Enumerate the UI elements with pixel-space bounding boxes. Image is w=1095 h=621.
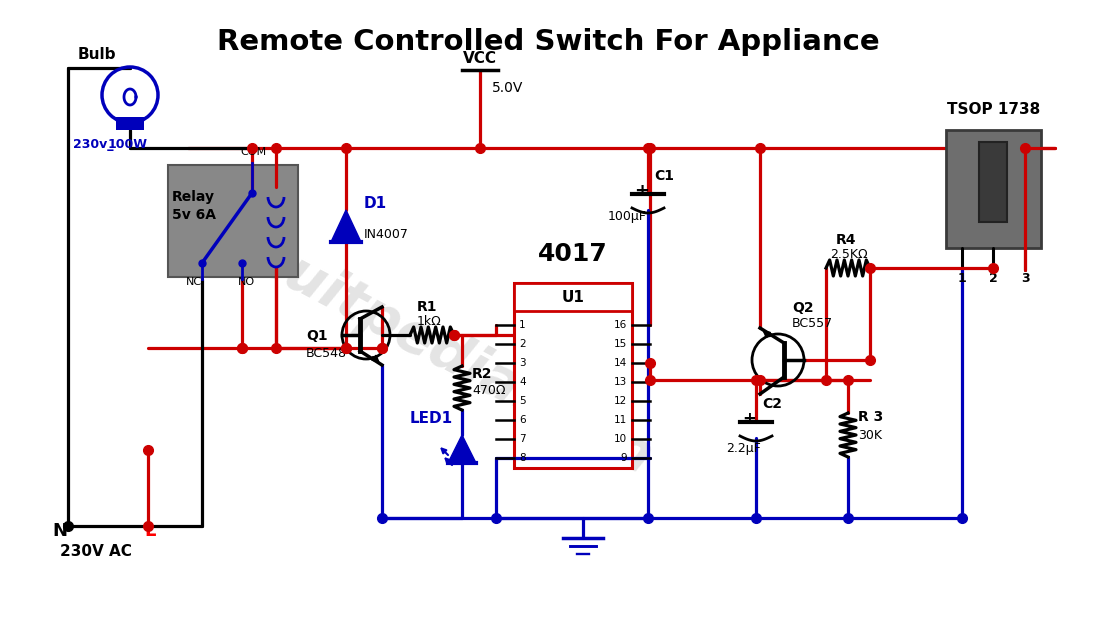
Text: Bulb: Bulb (78, 47, 116, 62)
Text: 13: 13 (614, 377, 627, 387)
Text: +: + (742, 410, 756, 428)
Text: 9: 9 (621, 453, 627, 463)
Text: 4017: 4017 (538, 242, 608, 266)
Text: 4: 4 (519, 377, 526, 387)
Text: 230V AC: 230V AC (60, 544, 131, 559)
Text: 30K: 30K (858, 429, 881, 442)
Text: 5v 6A: 5v 6A (172, 208, 216, 222)
Text: 2: 2 (519, 339, 526, 349)
Polygon shape (448, 435, 476, 463)
Polygon shape (331, 210, 361, 242)
Text: TSOP 1738: TSOP 1738 (947, 102, 1040, 117)
Text: 12: 12 (614, 396, 627, 406)
Text: R 3: R 3 (858, 410, 884, 424)
Text: R4: R4 (835, 233, 856, 247)
Text: Relay: Relay (172, 190, 215, 204)
Text: IN4007: IN4007 (364, 228, 408, 241)
Text: 3: 3 (1021, 272, 1029, 285)
Bar (116, 117, 145, 130)
Bar (514, 283, 632, 311)
Bar (979, 142, 1007, 222)
Text: 100μF: 100μF (608, 210, 647, 223)
Text: C2: C2 (762, 397, 782, 411)
Text: circuitpedia.com: circuitpedia.com (177, 194, 662, 486)
Text: 14: 14 (614, 358, 627, 368)
Text: 230v_: 230v_ (73, 138, 114, 151)
Text: 7: 7 (519, 434, 526, 444)
Text: NCI: NCI (186, 277, 206, 287)
Bar (168, 165, 298, 277)
Text: Remote Controlled Switch For Appliance: Remote Controlled Switch For Appliance (217, 28, 879, 56)
Text: 470Ω: 470Ω (472, 384, 506, 397)
Text: 6: 6 (519, 415, 526, 425)
Text: Q2: Q2 (792, 301, 814, 315)
Text: NO: NO (238, 277, 255, 287)
Text: 3: 3 (519, 358, 526, 368)
Text: 2: 2 (989, 272, 998, 285)
Text: 11: 11 (614, 415, 627, 425)
Text: N: N (53, 522, 68, 540)
Text: 5.0V: 5.0V (492, 81, 523, 95)
Text: L: L (145, 522, 155, 540)
Text: 15: 15 (614, 339, 627, 349)
Bar (514, 283, 632, 468)
Text: 8: 8 (519, 453, 526, 463)
Text: 2.5KΩ: 2.5KΩ (830, 248, 867, 261)
Text: R1: R1 (417, 300, 438, 314)
Text: 2.2μF: 2.2μF (726, 442, 761, 455)
Text: 16: 16 (614, 320, 627, 330)
Text: LED1: LED1 (410, 411, 453, 426)
Text: Q1: Q1 (306, 329, 327, 343)
Text: R2: R2 (472, 367, 493, 381)
Text: C1: C1 (654, 169, 675, 183)
Text: D1: D1 (364, 196, 388, 211)
Text: 1: 1 (519, 320, 526, 330)
Text: 1kΩ: 1kΩ (417, 315, 441, 328)
Text: 5: 5 (519, 396, 526, 406)
Bar (946, 130, 1041, 248)
Text: BC557: BC557 (792, 317, 833, 330)
Text: 100W: 100W (108, 138, 148, 151)
Text: 1: 1 (958, 272, 967, 285)
Text: COM: COM (240, 147, 266, 157)
Text: VCC: VCC (463, 51, 497, 66)
Text: U1: U1 (562, 289, 585, 304)
Text: BC548: BC548 (306, 347, 347, 360)
Text: +: + (634, 182, 649, 200)
Text: 10: 10 (614, 434, 627, 444)
